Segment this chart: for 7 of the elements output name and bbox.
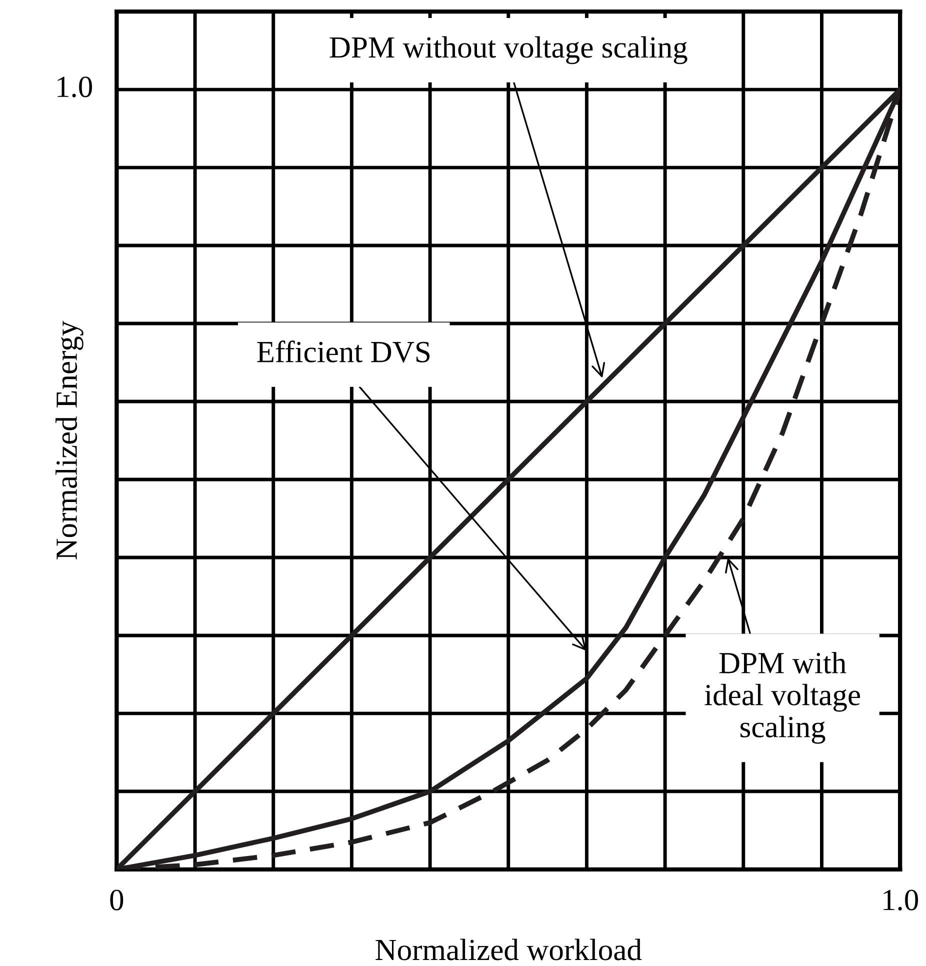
text: 1.0 <box>58 76 92 98</box>
x-axis-title: Normalized workload <box>376 938 642 960</box>
y-axis-title: Normalized Energy <box>56 320 84 560</box>
annotation: DPM with ideal voltage scaling <box>704 652 860 744</box>
annotation: Efficient DVS <box>257 340 430 363</box>
text: DPM without voltage scaling <box>330 36 688 64</box>
x-tick-label: 0 <box>110 890 124 910</box>
